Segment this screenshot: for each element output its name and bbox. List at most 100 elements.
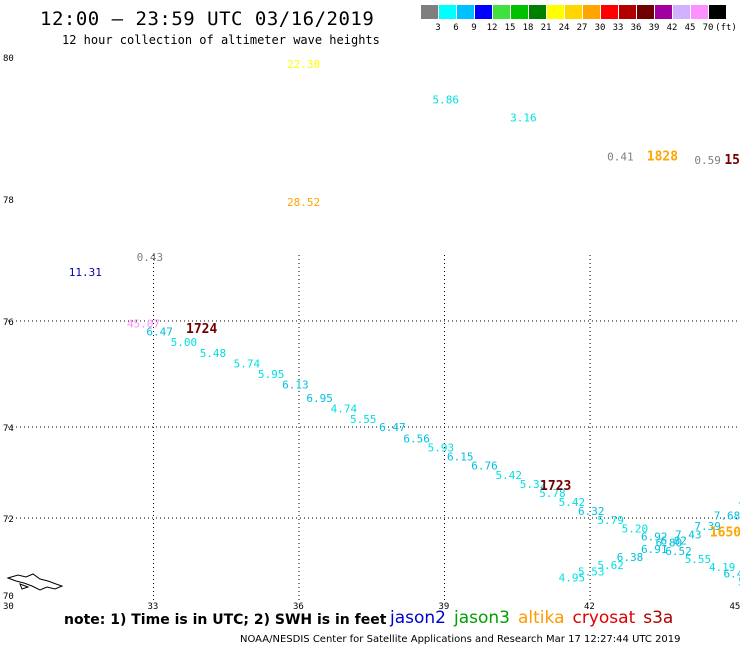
legend-swatch <box>565 5 582 19</box>
satellite-name: s3a <box>643 608 674 628</box>
wave-height-label: 5.42 <box>559 496 586 509</box>
wave-height-label: 5.20 <box>622 522 649 535</box>
latitude-tick: 72 <box>3 515 14 525</box>
wave-height-label: 5.42 <box>496 469 523 482</box>
wave-height-label: 7.26 <box>738 501 740 514</box>
legend-swatch <box>511 5 528 19</box>
wave-height-label: 7.43 <box>675 528 702 541</box>
wave-height-label: 11.31 <box>69 266 102 279</box>
wave-height-label: 7.68 <box>714 510 740 523</box>
wave-height-label: 6.52 <box>665 545 692 558</box>
legend-label: 39 <box>648 23 660 33</box>
wave-height-label: 6.56 <box>403 432 430 445</box>
wave-height-label: 5.55 <box>350 413 377 426</box>
wave-height-label: 0.41 <box>607 150 634 163</box>
legend-label: 21 <box>540 23 552 33</box>
credit-line: NOAA/NESDIS Center for Satellite Applica… <box>240 634 681 645</box>
legend-swatch <box>709 5 726 19</box>
wave-height-values: 22.30 5.86 3.16 0.41 0.59 28.52 0.43 11.31 45.07… <box>69 58 740 588</box>
legend-swatch <box>583 5 600 19</box>
pass-time-labels: 1828 1544 1724 1723 1650 <box>186 149 740 540</box>
pass-time-label: 1650 <box>710 525 740 540</box>
wave-height-label: 6.76 <box>471 460 498 473</box>
legend-label: 12 <box>486 23 498 33</box>
longitude-tick: 30 <box>3 602 14 612</box>
legend-label: 3 <box>435 23 441 33</box>
pass-time-label: 1723 <box>540 479 571 494</box>
latitude-tick: 76 <box>3 318 14 328</box>
wave-height-label: 5.55 <box>685 553 712 566</box>
legend-label: 33 <box>612 23 624 33</box>
wave-height-label: 22.30 <box>287 58 320 71</box>
wave-height-label: 6.32 <box>578 505 605 518</box>
legend-label: 42 <box>666 23 678 33</box>
longitude-tick: 36 <box>293 602 304 612</box>
wave-height-label: 6.15 <box>447 451 474 464</box>
legend-label: 18 <box>522 23 534 33</box>
wave-height-label: 5.32 <box>520 478 547 491</box>
wave-height-label: 0.59 <box>694 154 721 167</box>
wave-height-label: 5.86 <box>433 94 460 107</box>
wave-height-label: 5.79 <box>597 514 624 527</box>
legend-label: 6 <box>453 23 459 33</box>
satellite-name: jason2 <box>390 608 446 628</box>
wave-height-label: 6.92 <box>641 530 668 543</box>
wave-height-label: 6.47 <box>379 421 406 434</box>
wave-height-label: 5.34 <box>738 576 740 589</box>
wave-height-label: 6.91 <box>641 543 668 556</box>
wave-height-label: 5.78 <box>539 487 566 500</box>
longitude-tick: 39 <box>439 602 450 612</box>
legend-swatch <box>601 5 618 19</box>
legend-swatch <box>475 5 492 19</box>
legend-swatch <box>637 5 654 19</box>
pass-time-label: 1828 <box>647 149 678 164</box>
legend-swatch <box>673 5 690 19</box>
wave-height-label: 6.42 <box>724 567 740 580</box>
wave-height-label: 5.48 <box>200 347 227 360</box>
longitude-tick: 42 <box>584 602 595 612</box>
pass-time-label: 1544 <box>724 153 740 168</box>
wave-height-label: 5.62 <box>597 559 624 572</box>
legend-swatch <box>439 5 456 19</box>
legend-swatch <box>457 5 474 19</box>
units-note: note: 1) Time is in UTC; 2) SWH is in fe… <box>64 612 387 628</box>
latitude-tick: 74 <box>3 424 14 434</box>
legend-swatch <box>691 5 708 19</box>
legend-swatch <box>619 5 636 19</box>
legend-swatch <box>421 5 438 19</box>
wave-height-label: 4.74 <box>331 402 358 415</box>
legend-label: 45 <box>684 23 696 33</box>
pass-time-label: 1724 <box>186 322 217 337</box>
wave-height-label: 6.80 <box>656 537 683 550</box>
wave-height-label: 5.95 <box>258 368 285 381</box>
legend-swatch <box>547 5 564 19</box>
wave-height-label: 7.39 <box>694 520 721 533</box>
wave-height-label: 5.93 <box>428 441 455 454</box>
legend-swatch <box>655 5 672 19</box>
legend-label: 30 <box>594 23 606 33</box>
legend-swatch <box>529 5 546 19</box>
longitude-tick: 45 <box>730 602 740 612</box>
wave-height-label: 5.00 <box>171 336 198 349</box>
wave-height-label: 5.74 <box>234 357 261 370</box>
wave-height-label: 6.38 <box>617 551 644 564</box>
axis-ticks: 30 33 36 39 42 45 70 72 74 76 78 80 <box>3 54 740 612</box>
landmass-outline <box>6 573 64 591</box>
legend-label: (ft) <box>715 23 737 33</box>
legend-label: 27 <box>576 23 588 33</box>
wave-height-label: 4.95 <box>559 571 586 584</box>
latitude-tick: 80 <box>3 54 14 64</box>
wave-height-label: 3.16 <box>510 111 536 124</box>
legend-label: 24 <box>558 23 570 33</box>
map-subtitle: 12 hour collection of altimeter wave hei… <box>62 33 380 47</box>
wave-height-label: 6.95 <box>306 392 333 405</box>
wave-height-label: 28.52 <box>287 196 320 209</box>
legend-label: 70 <box>702 23 714 33</box>
legend-label: 15 <box>504 23 516 33</box>
legend-swatch <box>493 5 510 19</box>
wave-height-label: 6.82 <box>660 535 687 548</box>
map-title: 12:00 — 23:59 UTC 03/16/2019 <box>40 8 375 30</box>
legend-label: 36 <box>630 23 642 33</box>
legend-label: 9 <box>471 23 477 33</box>
